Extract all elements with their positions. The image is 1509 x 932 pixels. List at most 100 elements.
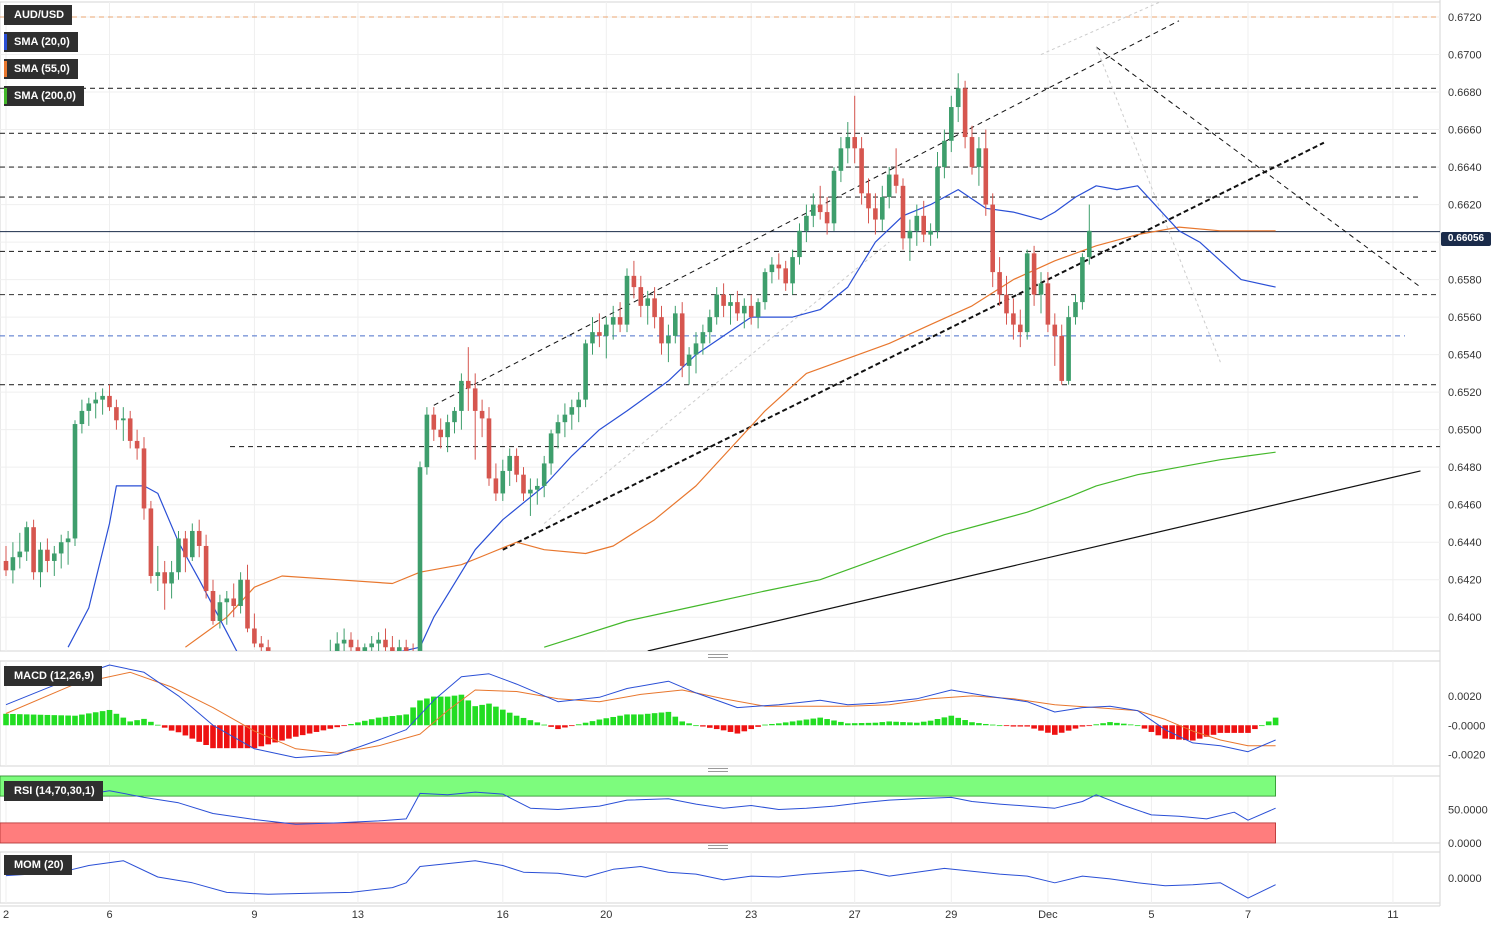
macd-histogram-bar	[389, 716, 396, 726]
macd-histogram-bar	[755, 725, 761, 727]
candle-body	[1038, 283, 1044, 295]
candle-body	[914, 215, 920, 231]
candle-body	[121, 418, 126, 421]
macd-histogram-bar	[99, 711, 106, 726]
macd-histogram-bar	[734, 725, 741, 734]
candle-body	[348, 639, 354, 648]
candle-body	[10, 557, 16, 571]
macd-histogram-bar	[51, 715, 58, 726]
macd-histogram-bar	[1114, 722, 1120, 726]
candle-body	[383, 639, 388, 648]
macd-histogram-bar	[541, 724, 547, 726]
candle-body	[735, 302, 740, 314]
macd-histogram-bar	[700, 725, 706, 727]
candle-body	[604, 324, 609, 336]
macd-histogram-bar	[665, 711, 672, 726]
candle-body	[541, 463, 547, 486]
candle-body	[45, 549, 50, 561]
mom-label[interactable]: MOM (20)	[4, 855, 72, 875]
macd-histogram-bar	[396, 715, 403, 726]
macd-histogram-bar	[500, 709, 506, 726]
candle-body	[472, 388, 478, 411]
y-tick-label: 0.6480	[1448, 462, 1482, 474]
macd-tick-label: -0.0020	[1448, 750, 1485, 762]
macd-histogram-bar	[437, 696, 444, 726]
macd-histogram-bar	[1093, 724, 1099, 726]
macd-histogram-bar	[127, 721, 133, 726]
sma55-label[interactable]: SMA (55,0)	[4, 59, 78, 79]
rsi-tick-label: 0.0000	[1448, 838, 1482, 850]
macd-histogram-bar	[1245, 725, 1251, 733]
mom-text: MOM (20)	[14, 859, 64, 871]
x-tick-label: 5	[1148, 909, 1154, 921]
candle-body	[707, 317, 713, 333]
macd-pane	[0, 660, 1441, 767]
macd-histogram-bar	[520, 717, 527, 726]
macd-histogram-bar	[155, 724, 161, 726]
candle-body	[976, 148, 982, 168]
macd-histogram-bar	[168, 725, 175, 731]
macd-histogram-bar	[679, 721, 685, 726]
candle-body	[748, 305, 754, 318]
candle-body	[610, 317, 616, 325]
macd-histogram-bar	[638, 714, 644, 726]
candle-body	[72, 424, 78, 539]
y-tick-label: 0.6420	[1448, 575, 1482, 587]
rsi-label[interactable]: RSI (14,70,30,1)	[4, 781, 103, 801]
candle-body	[949, 107, 954, 141]
candle-body	[817, 204, 823, 213]
candle-body	[231, 598, 236, 606]
macd-histogram-bar	[472, 706, 478, 726]
macd-histogram-bar	[134, 720, 140, 726]
macd-histogram-bar	[431, 696, 437, 726]
macd-histogram-bar	[493, 706, 499, 726]
candle-body	[17, 551, 23, 558]
sma200-label[interactable]: SMA (200,0)	[4, 86, 84, 106]
macd-histogram-bar	[810, 718, 817, 726]
macd-histogram-bar	[907, 722, 913, 726]
x-tick-label: Dec	[1038, 909, 1058, 921]
candle-body	[1080, 257, 1085, 303]
x-tick-label: 7	[1245, 909, 1251, 921]
candle-body	[1066, 317, 1071, 381]
pane-resize-handle-macd[interactable]	[708, 654, 728, 658]
candle-body	[93, 399, 98, 404]
macd-histogram-bar	[175, 725, 182, 733]
y-tick-label: 0.6540	[1448, 350, 1482, 362]
candle-body	[486, 418, 492, 479]
macd-histogram-bar	[1038, 725, 1044, 731]
candle-body	[1052, 324, 1058, 336]
candle-body	[762, 272, 768, 303]
x-tick-label: 20	[600, 909, 612, 921]
macd-histogram-bar	[824, 719, 830, 726]
pane-resize-handle-rsi[interactable]	[708, 768, 728, 772]
candle-body	[597, 332, 602, 336]
pane-resize-handle-mom[interactable]	[708, 845, 728, 849]
macd-histogram-bar	[1162, 725, 1168, 739]
macd-histogram-bar	[796, 720, 803, 726]
candle-body	[693, 343, 699, 355]
macd-label[interactable]: MACD (12,26,9)	[4, 666, 103, 686]
macd-histogram-bar	[1134, 725, 1141, 727]
macd-histogram-bar	[603, 718, 610, 726]
candle-body	[86, 403, 92, 411]
macd-histogram-bar	[727, 725, 734, 732]
macd-histogram-bar	[720, 725, 727, 731]
sma20-label[interactable]: SMA (20,0)	[4, 32, 78, 52]
candle-body	[479, 410, 485, 419]
candle-body	[79, 410, 85, 425]
candle-body	[742, 305, 747, 314]
macd-histogram-bar	[92, 712, 99, 726]
macd-histogram-bar	[969, 722, 975, 726]
symbol-label[interactable]: AUD/USD	[4, 5, 73, 25]
macd-histogram-bar	[368, 719, 375, 726]
momentum-line	[5, 860, 1276, 899]
candle-body	[507, 455, 512, 471]
x-tick-label: 16	[497, 909, 509, 921]
candle-body	[1059, 335, 1064, 381]
macd-histogram-bar	[161, 725, 168, 728]
macd-histogram-bar	[1121, 723, 1127, 726]
candle-body	[859, 148, 864, 194]
